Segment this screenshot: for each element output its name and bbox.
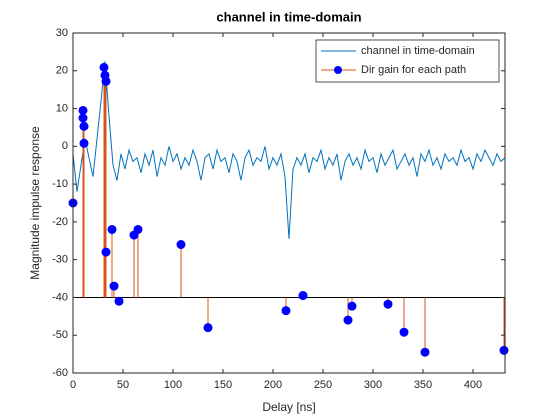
stem-marker: [99, 62, 109, 72]
x-tick-label: 150: [214, 379, 232, 391]
y-tick-label: 10: [56, 102, 68, 114]
x-tick-label: 400: [464, 379, 482, 391]
x-tick-label: 350: [414, 379, 432, 391]
y-tick-label: 30: [56, 27, 68, 39]
stem-marker: [133, 224, 143, 234]
stem-marker: [347, 301, 357, 311]
y-tick-label: -10: [52, 178, 68, 190]
x-axis-label: Delay [ns]: [262, 400, 315, 414]
x-tick-label: 200: [264, 379, 282, 391]
y-tick-label: -30: [52, 254, 68, 266]
stem-marker: [101, 76, 111, 86]
y-tick-label: -40: [52, 291, 68, 303]
legend-label: channel in time-domain: [361, 45, 475, 57]
y-tick-label: -50: [52, 329, 68, 341]
line: [73, 61, 505, 239]
legend-marker: [334, 66, 342, 74]
plot-area: [73, 33, 505, 373]
x-tick-label: 300: [364, 379, 382, 391]
stem-marker: [107, 224, 117, 234]
x-tick-label: 100: [164, 379, 182, 391]
stem-marker: [78, 113, 88, 123]
y-tick-label: 20: [56, 65, 68, 77]
stem-marker: [101, 247, 111, 257]
stem-marker: [420, 347, 430, 357]
legend-label: Dir gain for each path: [361, 64, 466, 76]
stem-marker: [109, 281, 119, 291]
chart-title: channel in time-domain: [216, 9, 361, 24]
stem-marker: [79, 121, 89, 131]
stem-marker: [499, 345, 509, 355]
y-tick-label: 0: [62, 140, 68, 152]
stem-marker: [114, 296, 124, 306]
stem-marker: [399, 327, 409, 337]
y-axis-label: Magnitude impulse response: [28, 126, 42, 280]
stem-marker: [343, 315, 353, 325]
legend-box: [315, 39, 500, 83]
x-tick-label: 0: [70, 379, 76, 391]
stem-marker: [298, 291, 308, 301]
x-tick-label: 50: [117, 379, 129, 391]
axes-box: [72, 32, 506, 374]
stem-marker: [203, 323, 213, 333]
stem-marker: [176, 240, 186, 250]
stem-marker: [79, 138, 89, 148]
stem-marker: [281, 306, 291, 316]
y-tick-label: -20: [52, 216, 68, 228]
y-tick-label: -60: [52, 367, 68, 379]
stem-marker: [78, 105, 88, 115]
x-tick-label: 250: [314, 379, 332, 391]
stem-marker: [383, 299, 393, 309]
